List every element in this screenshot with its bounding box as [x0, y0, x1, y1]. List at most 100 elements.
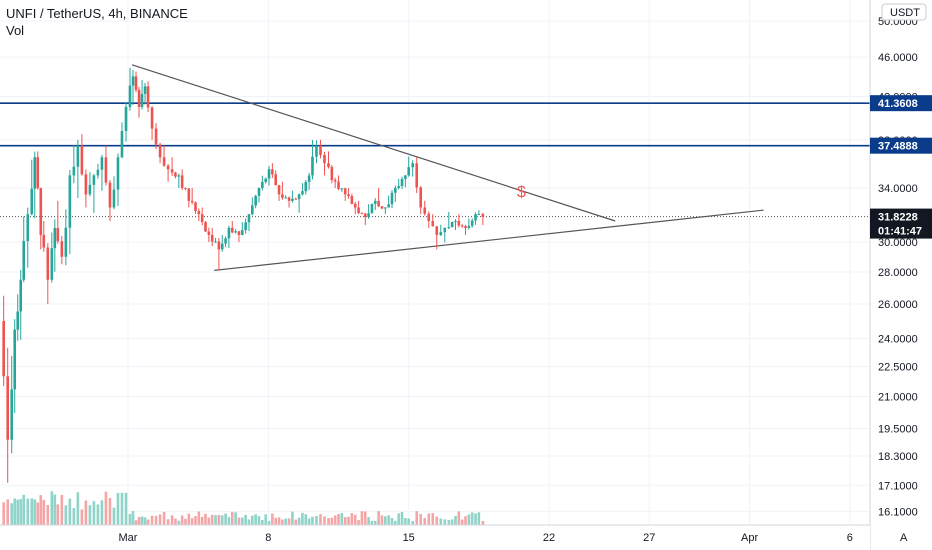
candle-body: [411, 163, 415, 168]
volume-bar: [370, 520, 374, 525]
candle-body: [143, 86, 147, 94]
volume-bar: [307, 518, 311, 525]
candle-body: [423, 207, 427, 214]
volume-bar: [267, 520, 271, 525]
candle-body: [76, 145, 80, 167]
candle-body: [120, 130, 124, 158]
volume-bar: [464, 516, 467, 525]
volume-bar: [443, 519, 447, 525]
candle-body: [230, 227, 234, 233]
candle-body: [33, 157, 37, 189]
candle-body: [394, 187, 397, 193]
candle-body: [187, 188, 191, 201]
volume-bar: [257, 516, 261, 525]
price-tick-label: 30.0000: [878, 237, 918, 249]
candle-body: [42, 234, 46, 248]
candle-body: [240, 230, 244, 235]
candle-body: [224, 238, 227, 244]
volume-bar: [134, 520, 138, 525]
trendlines[interactable]: [131, 64, 764, 272]
volume-bar: [187, 513, 191, 525]
volume-bar: [439, 518, 443, 525]
candle-body: [166, 165, 170, 170]
candle-body: [301, 191, 304, 195]
volume-bar: [431, 513, 435, 525]
candle-body: [315, 145, 318, 157]
price-axis[interactable]: 50.000046.000042.000038.000034.000030.00…: [869, 0, 932, 550]
volume-bar: [96, 504, 100, 525]
candle-body: [170, 169, 174, 173]
candle-body: [64, 227, 68, 257]
volume-bar: [435, 516, 439, 525]
volume-bar: [340, 513, 344, 525]
candle-body: [261, 181, 264, 188]
candle-body: [357, 207, 360, 214]
volume-bar: [319, 514, 322, 525]
candle-body: [373, 200, 377, 204]
dollar-annotation[interactable]: $: [517, 184, 526, 201]
candle-body: [284, 197, 288, 199]
grid: [0, 0, 870, 525]
candle-body: [390, 192, 394, 205]
candle-body: [100, 157, 104, 170]
candle-body: [50, 248, 54, 280]
price-tick-label: 21.0000: [878, 391, 918, 403]
volume-bar: [367, 517, 370, 525]
candle-body: [247, 214, 251, 223]
volume-bar: [277, 517, 281, 525]
volume-bar: [400, 512, 404, 525]
candle-body: [214, 241, 217, 243]
candle-body: [80, 145, 84, 175]
candle-body: [60, 241, 64, 257]
candle-body: [184, 187, 187, 189]
volume-bar: [234, 512, 237, 525]
candle-body: [72, 166, 76, 176]
candle-body: [397, 186, 400, 188]
candle-body: [244, 222, 247, 231]
volume-bar: [411, 520, 415, 525]
volume-bar: [84, 500, 88, 525]
candle-body: [257, 187, 261, 196]
volume-bar: [333, 515, 337, 525]
price-tick-label: 18.3000: [878, 451, 918, 463]
level-price-tag: [870, 137, 932, 154]
auto-scale-button[interactable]: A: [900, 532, 908, 544]
chart-title[interactable]: UNFI / TetherUS, 4h, BINANCE: [6, 6, 188, 21]
volume-label[interactable]: Vol: [6, 23, 25, 38]
volume-bar: [343, 517, 347, 525]
candle-body: [84, 174, 88, 195]
candles: [2, 67, 485, 483]
volume-bar: [323, 516, 326, 525]
volume-bar: [347, 516, 350, 525]
volume-bar: [415, 511, 419, 525]
time-axis[interactable]: Mar 8 15 22 27 Apr 6 A: [0, 524, 908, 550]
candle-body: [281, 194, 284, 198]
candle-body: [92, 175, 96, 185]
volume-bar: [36, 502, 40, 525]
volume-bar: [131, 511, 135, 525]
candle-body: [158, 144, 162, 158]
volume-bar: [214, 515, 217, 525]
candle-body: [477, 214, 481, 216]
candle-body: [13, 329, 17, 390]
volume-bar: [427, 513, 431, 525]
candle-body: [294, 198, 298, 200]
volume-bar: [394, 520, 397, 525]
volume-bars: [2, 491, 485, 525]
candle-body: [327, 163, 330, 167]
candle-body: [227, 227, 231, 239]
volume-bar: [128, 513, 132, 525]
volume-bar: [100, 500, 104, 525]
candle-body: [194, 202, 197, 211]
volume-bar: [327, 518, 330, 525]
candle-body: [56, 227, 60, 242]
volume-bar: [281, 519, 284, 525]
volume-bar: [177, 520, 181, 525]
volume-bar: [19, 499, 23, 525]
volume-bar: [210, 514, 214, 525]
candle-body: [457, 220, 461, 226]
candle-body: [36, 157, 40, 189]
volume-bar: [454, 515, 457, 525]
volume-bar: [174, 518, 177, 525]
